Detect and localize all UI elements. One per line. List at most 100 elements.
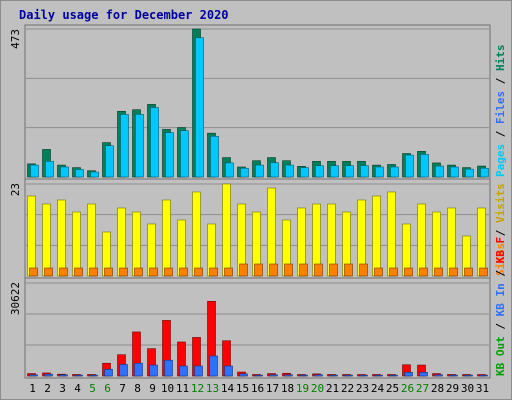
day-label-22: 22 [341,382,354,395]
bar-visits-day-8 [132,211,141,277]
bar-visits-day-14 [222,183,231,277]
bar-sites-day-14 [224,267,233,277]
day-label-14: 14 [221,382,235,395]
bar-visits-day-24 [372,195,381,277]
bar-pages-day-19 [300,167,309,178]
day-label-21: 21 [326,382,339,395]
bar-kbin-day-29 [449,374,458,377]
bar-pages-day-8 [135,114,144,178]
legend-item-files: Files [494,91,507,124]
bar-kbin-day-15 [239,373,248,377]
bar-sites-day-31 [479,267,488,277]
bar-sites-day-17 [269,263,278,277]
bar-pages-day-14 [225,162,234,178]
bar-visits-day-17 [267,187,276,277]
bar-pages-day-28 [435,165,444,178]
legend-item-sites: Sites [494,243,507,276]
legend-item-kb-in: KB In [494,283,507,316]
bar-pages-day-30 [465,168,474,178]
bar-pages-day-29 [450,166,459,178]
bar-kbin-day-28 [434,374,443,377]
day-label-31: 31 [476,382,489,395]
day-label-20: 20 [311,382,324,395]
bar-kbin-day-13 [209,355,218,377]
bar-sites-day-16 [254,263,263,277]
bar-pages-day-2 [45,161,54,178]
bar-pages-day-16 [255,164,264,178]
legend-separator: / [494,263,507,283]
bar-sites-day-3 [59,267,68,277]
bar-kbin-day-19 [299,374,308,377]
bar-pages-day-6 [105,145,114,178]
bar-kbin-day-8 [134,362,143,377]
day-label-6: 6 [104,382,111,395]
bar-sites-day-11 [179,267,188,277]
legend: Sites / Visits [494,183,507,276]
day-label-28: 28 [431,382,444,395]
bar-visits-day-25 [387,191,396,277]
bar-visits-day-7 [117,207,126,277]
bar-pages-day-21 [330,165,339,178]
bar-pages-day-1 [30,164,39,178]
legend-item-visits: Visits [494,183,507,223]
bar-kbin-day-24 [374,374,383,377]
day-label-4: 4 [74,382,81,395]
bar-sites-day-6 [104,267,113,277]
day-label-7: 7 [119,382,126,395]
legend-item-pages: Pages [494,144,507,177]
bar-sites-day-2 [44,267,53,277]
bar-kbin-day-20 [314,374,323,377]
bar-kbin-day-7 [119,364,128,377]
bar-pages-day-24 [375,166,384,178]
day-label-13: 13 [206,382,219,395]
bar-visits-day-12 [192,191,201,277]
bar-pages-day-23 [360,165,369,178]
day-label-29: 29 [446,382,459,395]
panel-hits-files-pages: 473 Pages / Files / Hits [9,24,507,180]
bar-sites-day-1 [29,267,38,277]
bar-pages-day-11 [180,130,189,178]
panel-visits-sites: 23 Sites / Visits [9,178,507,279]
bar-visits-day-5 [87,203,96,277]
panel-traffic: 30622 KB Out / KB In / KB F [9,237,507,379]
bar-sites-day-25 [389,267,398,277]
day-label-3: 3 [59,382,66,395]
bar-kbin-day-18 [284,374,293,377]
bar-sites-day-20 [314,263,323,277]
bar-sites-day-23 [359,263,368,277]
legend-item-kb-out: KB Out [494,336,507,376]
legend-separator: / [494,124,507,144]
bar-sites-day-12 [194,267,203,277]
max-label: 473 [9,29,22,49]
legend-separator: / [494,316,507,336]
legend-separator: / [494,223,507,243]
bar-sites-day-4 [74,267,83,277]
bar-kbin-day-25 [389,374,398,377]
bar-kbin-day-26 [404,372,413,377]
day-label-18: 18 [281,382,294,395]
bar-sites-day-28 [434,267,443,277]
bar-kbin-day-1 [29,374,38,377]
bar-pages-day-25 [390,166,399,178]
bar-visits-day-31 [477,207,486,277]
day-label-30: 30 [461,382,474,395]
bar-sites-day-15 [239,263,248,277]
day-label-19: 19 [296,382,309,395]
bar-sites-day-8 [134,267,143,277]
bar-visits-day-27 [417,203,426,277]
bar-sites-day-9 [149,267,158,277]
bar-kbin-day-21 [329,374,338,377]
bar-kbin-day-16 [254,374,263,377]
bar-pages-day-12 [195,37,204,178]
bar-sites-day-18 [284,263,293,277]
day-label-25: 25 [386,382,399,395]
bar-pages-day-22 [345,165,354,178]
bar-sites-day-24 [374,267,383,277]
day-label-16: 16 [251,382,264,395]
day-label-12: 12 [191,382,204,395]
bar-kbin-day-2 [44,373,53,377]
legend: KB Out / KB In / KB F [494,237,507,376]
day-label-27: 27 [416,382,429,395]
bar-kbin-day-10 [164,359,173,377]
